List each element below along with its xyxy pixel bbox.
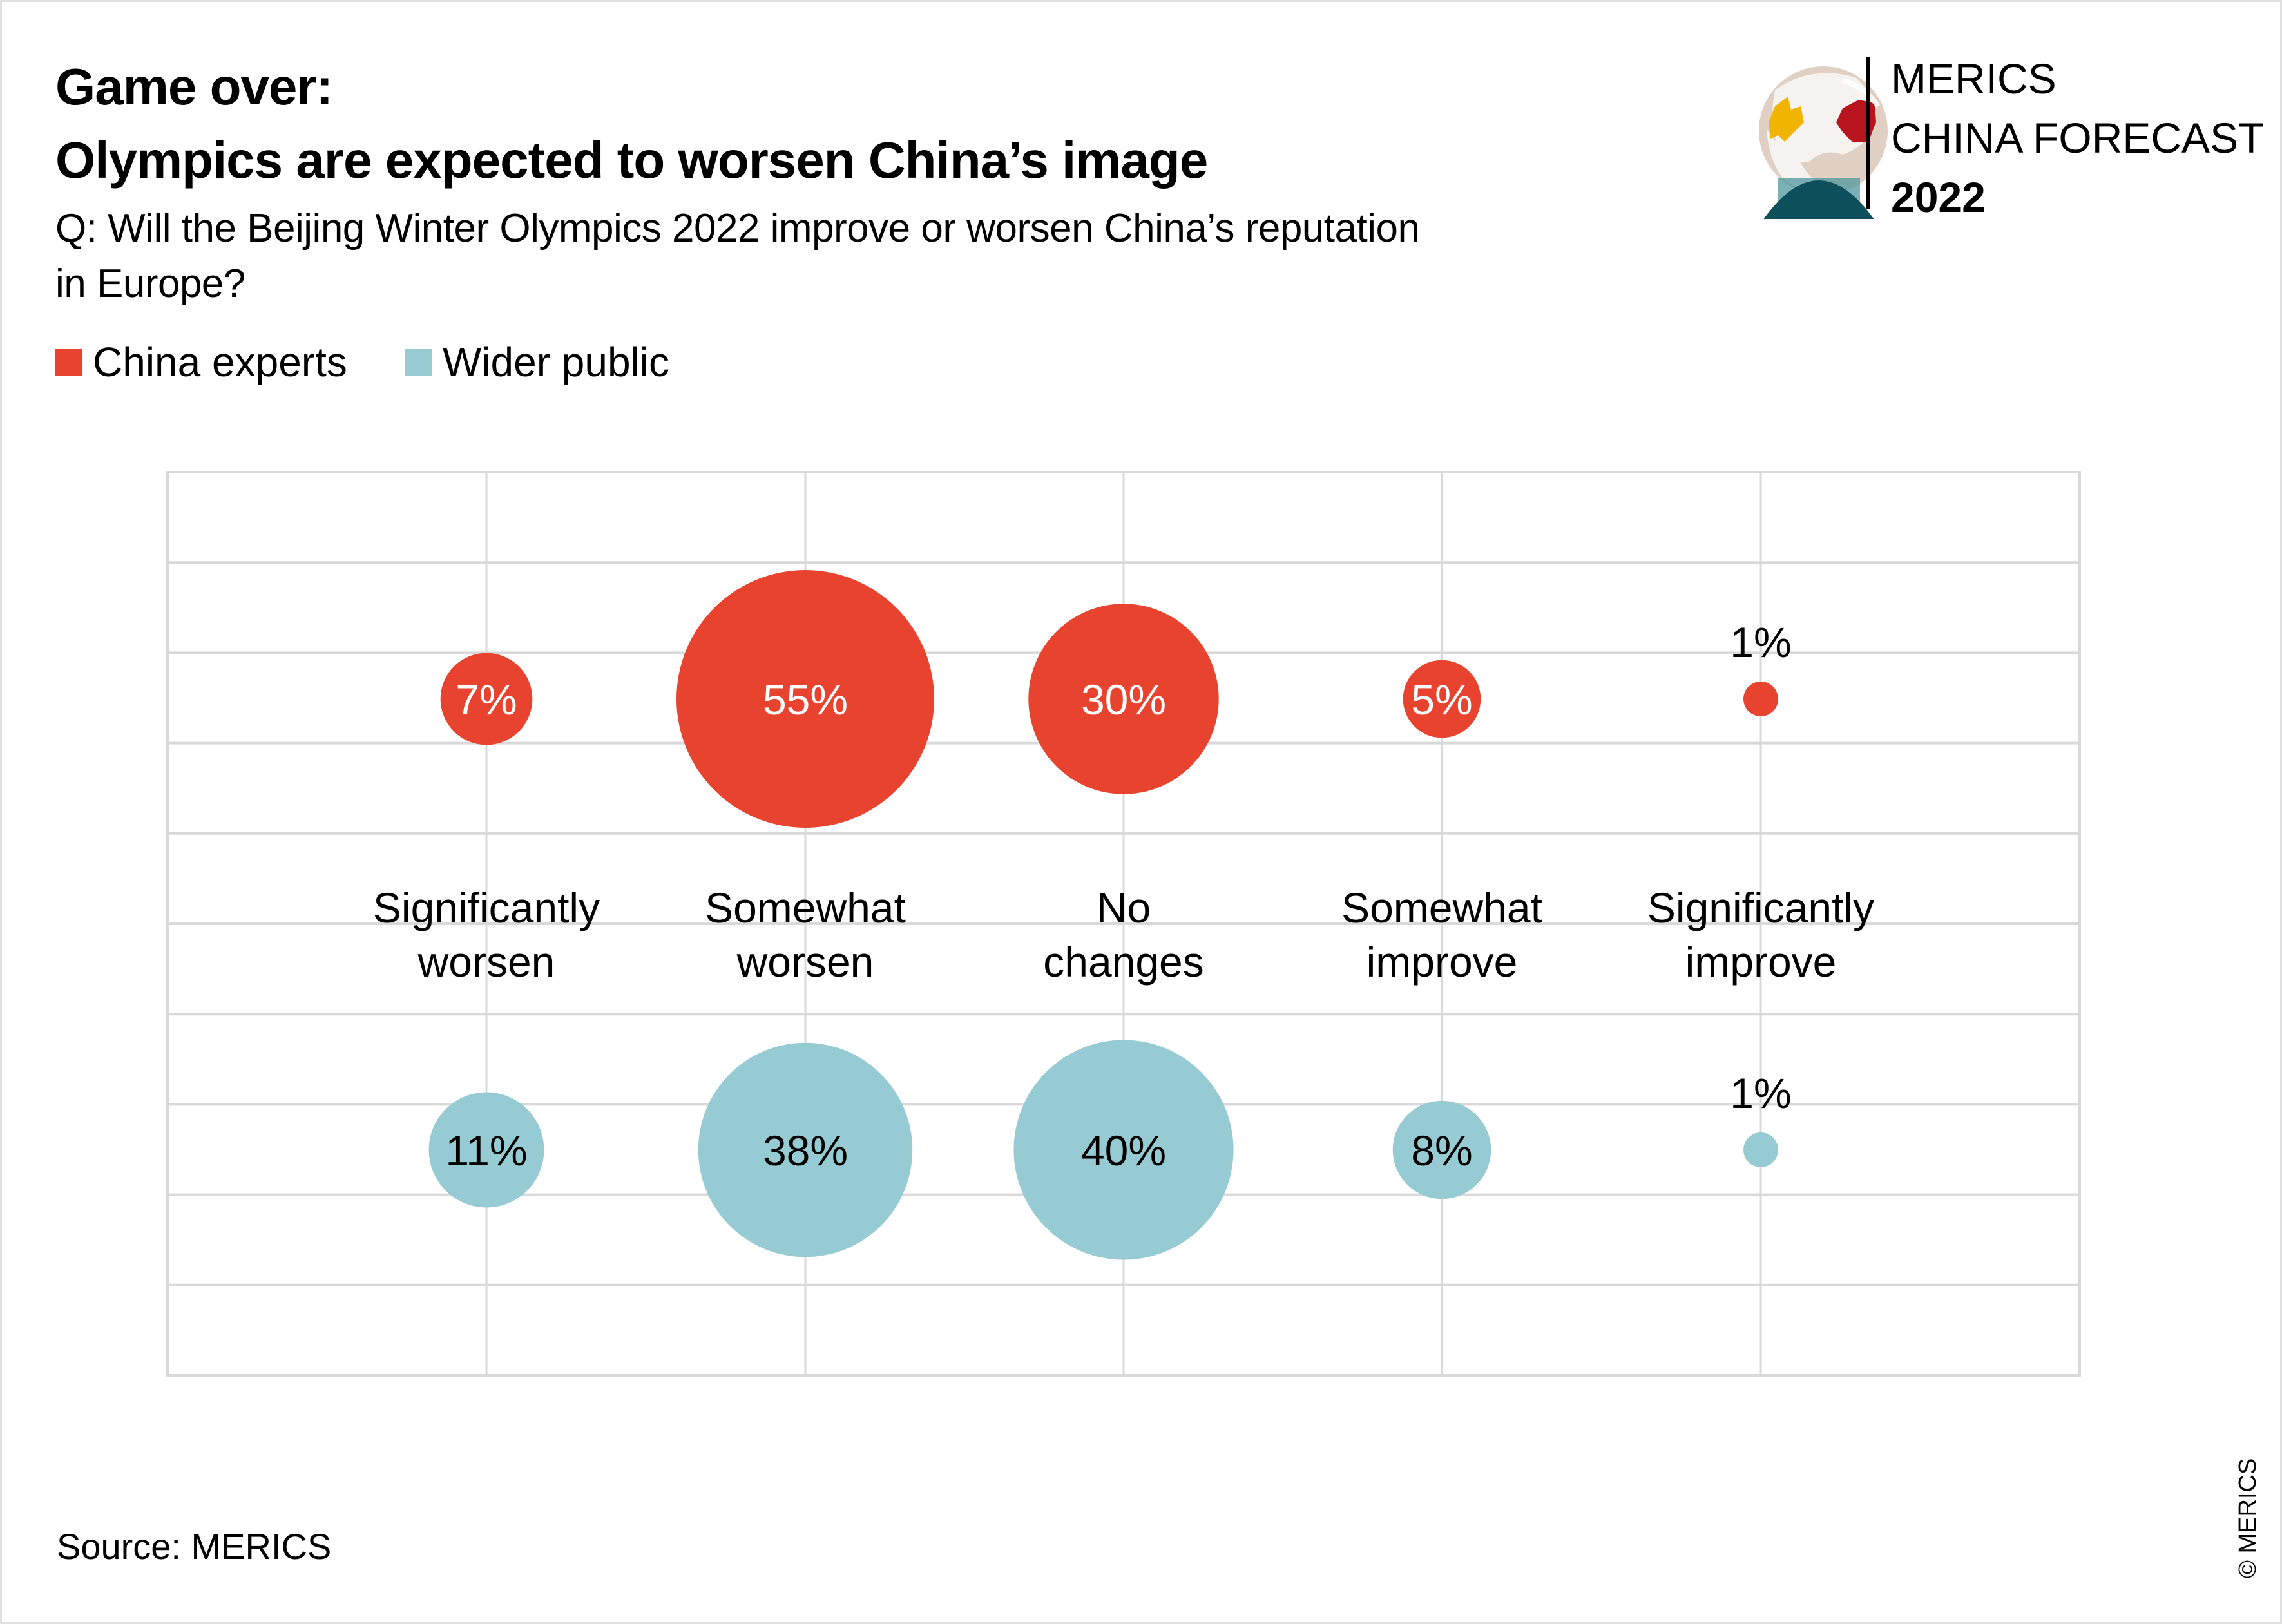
bubble-wider-public (1013, 1040, 1234, 1260)
bubble-wider-public (1743, 1132, 1778, 1167)
category-label: Somewhat improve (1341, 884, 1542, 986)
legend-item-china-experts: China experts (55, 336, 347, 388)
legend-item-wider-public: Wider public (405, 336, 669, 388)
bubble-china-experts (440, 653, 533, 745)
category-label: No changes (1043, 884, 1204, 986)
title-line-2: Olympics are expected to worsen China’s … (55, 131, 1208, 189)
bubble-wider-public (1392, 1100, 1491, 1199)
category-labels: Significantly worsen Somewhat worsen No chang… (373, 884, 1874, 986)
data-label-wider-public: 1% (1730, 1069, 1791, 1117)
bubble-wider-public (698, 1042, 913, 1257)
legend-label-china-experts: China experts (93, 339, 347, 385)
data-label-china-experts: 1% (1730, 618, 1791, 666)
source-note: Source: MERICS (57, 1526, 332, 1567)
legend-swatch-wider-public (405, 349, 432, 376)
bubble-china-experts (676, 570, 934, 828)
data-label-wider-public: 11% (445, 1127, 527, 1174)
logo-year: 2022 (1891, 173, 1986, 221)
data-label-wider-public: 38% (763, 1127, 848, 1174)
category-label: Significantly improve (1647, 884, 1874, 986)
data-label-wider-public: 8% (1411, 1127, 1472, 1174)
logo-divider (1866, 57, 1870, 209)
legend-label-wider-public: Wider public (442, 339, 669, 385)
legend-swatch-china-experts (55, 349, 82, 376)
logo-line-1: MERICS (1891, 55, 2057, 102)
chart-marks: 7% 55% 30% 5% 1% 11% 38% 40% 8% 1% (428, 570, 1792, 1260)
bubble-china-experts (1743, 682, 1778, 716)
data-label-china-experts: 7% (455, 676, 517, 723)
legend: China experts Wider public (55, 336, 727, 388)
logo-line-2: CHINA FORECAST (1891, 114, 2265, 162)
category-label: Somewhat worsen (705, 884, 906, 986)
title-line-1: Game over: (55, 58, 333, 115)
chart-title: Game over: Olympics are expected to wors… (55, 50, 1208, 197)
bubble-china-experts (1403, 660, 1481, 738)
data-label-china-experts: 55% (763, 676, 848, 723)
category-label: Significantly worsen (373, 884, 600, 986)
copyright-note: © MERICS (2234, 1458, 2261, 1578)
data-label-china-experts: 30% (1081, 676, 1166, 723)
crystal-globe-icon (1759, 66, 1888, 219)
survey-question: Q: Will the Beijing Winter Olympics 2022… (55, 206, 1420, 306)
data-label-china-experts: 5% (1411, 676, 1472, 723)
logo-text: MERICS CHINA FORECAST 2022 (1891, 49, 2264, 227)
data-label-wider-public: 40% (1081, 1127, 1166, 1174)
bubble-china-experts (1028, 604, 1219, 794)
bubble-wider-public (428, 1092, 544, 1208)
